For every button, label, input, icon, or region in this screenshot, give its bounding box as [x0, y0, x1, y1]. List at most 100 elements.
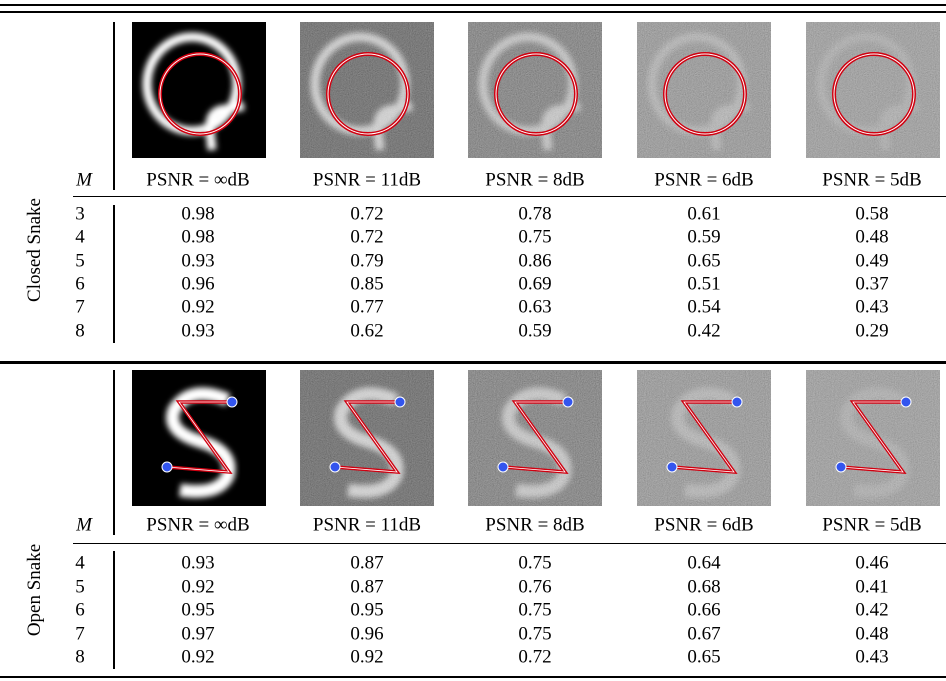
header-vline: [113, 22, 115, 190]
header-rule: [73, 543, 946, 544]
cell-value: 0.92: [350, 648, 383, 667]
cell-value: 0.65: [687, 251, 720, 270]
image-noise: [468, 22, 602, 158]
column-header: PSNR = 8dB: [485, 171, 584, 190]
row-m: 3: [75, 205, 85, 224]
cell-value: 0.87: [350, 554, 383, 573]
cell-value: 0.42: [855, 601, 888, 620]
cell-value: 0.85: [350, 274, 383, 293]
column-header: PSNR = 11dB: [313, 516, 421, 535]
endpoint: [395, 397, 405, 407]
snake-image: [300, 370, 434, 506]
cell-value: 0.92: [181, 298, 214, 317]
data-vline: [113, 551, 115, 669]
section-rule: [0, 361, 946, 364]
cell-value: 0.96: [181, 274, 214, 293]
snake-image: [468, 370, 602, 506]
snake-image: [637, 22, 771, 158]
cell-value: 0.59: [687, 228, 720, 247]
cell-value: 0.77: [350, 298, 383, 317]
column-header: PSNR = ∞dB: [146, 171, 249, 190]
cell-value: 0.93: [181, 321, 214, 340]
column-header: PSNR = 6dB: [654, 171, 753, 190]
section-rule: [0, 676, 946, 678]
endpoint: [330, 462, 340, 472]
top-rule: [0, 11, 946, 13]
image-background: [132, 22, 266, 158]
header-rule: [73, 196, 946, 197]
cell-value: 0.66: [687, 601, 720, 620]
cell-value: 0.79: [350, 251, 383, 270]
cell-value: 0.49: [855, 251, 888, 270]
cell-value: 0.86: [518, 251, 551, 270]
row-m: 7: [75, 298, 85, 317]
snake-image: [300, 22, 434, 158]
row-m: 5: [75, 251, 85, 270]
cell-value: 0.92: [181, 577, 214, 596]
cell-value: 0.63: [518, 298, 551, 317]
cell-value: 0.64: [687, 554, 720, 573]
cell-value: 0.42: [687, 321, 720, 340]
row-m: 6: [75, 601, 85, 620]
cell-value: 0.76: [518, 577, 551, 596]
snake-image: [468, 22, 602, 158]
endpoint: [667, 462, 677, 472]
image-noise: [300, 22, 434, 158]
cell-value: 0.59: [518, 321, 551, 340]
snake-image: [132, 22, 266, 158]
cell-value: 0.78: [518, 205, 551, 224]
row-m: 7: [75, 624, 85, 643]
cell-value: 0.48: [855, 624, 888, 643]
column-header: PSNR = 5dB: [822, 516, 921, 535]
snake-image: [132, 370, 266, 506]
snake-image: [806, 370, 940, 506]
cell-value: 0.72: [350, 228, 383, 247]
column-header: PSNR = 8dB: [485, 516, 584, 535]
cell-value: 0.75: [518, 554, 551, 573]
data-vline: [113, 205, 115, 343]
m-header: M: [76, 516, 92, 535]
column-header: PSNR = 6dB: [654, 516, 753, 535]
snake-image: [637, 370, 771, 506]
column-header: PSNR = ∞dB: [146, 516, 249, 535]
cell-value: 0.41: [855, 577, 888, 596]
endpoint: [227, 397, 237, 407]
cell-value: 0.46: [855, 554, 888, 573]
cell-value: 0.58: [855, 205, 888, 224]
row-m: 5: [75, 577, 85, 596]
cell-value: 0.75: [518, 624, 551, 643]
image-noise: [806, 22, 940, 158]
cell-value: 0.68: [687, 577, 720, 596]
image-noise: [637, 22, 771, 158]
cell-value: 0.48: [855, 228, 888, 247]
cell-value: 0.98: [181, 205, 214, 224]
cell-value: 0.95: [181, 601, 214, 620]
cell-value: 0.92: [181, 648, 214, 667]
snake-image: [806, 22, 940, 158]
cell-value: 0.96: [350, 624, 383, 643]
endpoint: [162, 462, 172, 472]
cell-value: 0.43: [855, 298, 888, 317]
cell-value: 0.62: [350, 321, 383, 340]
cell-value: 0.98: [181, 228, 214, 247]
cell-value: 0.75: [518, 601, 551, 620]
endpoint: [498, 462, 508, 472]
top-rule: [0, 4, 946, 6]
endpoint: [563, 397, 573, 407]
row-m: 8: [75, 321, 85, 340]
section-label: Open Snake: [24, 544, 46, 636]
column-header: PSNR = 11dB: [313, 171, 421, 190]
cell-value: 0.95: [350, 601, 383, 620]
cell-value: 0.72: [350, 205, 383, 224]
cell-value: 0.37: [855, 274, 888, 293]
cell-value: 0.93: [181, 251, 214, 270]
cell-value: 0.67: [687, 624, 720, 643]
cell-value: 0.97: [181, 624, 214, 643]
row-m: 8: [75, 648, 85, 667]
section-label: Closed Snake: [24, 198, 46, 302]
cell-value: 0.61: [687, 205, 720, 224]
cell-value: 0.87: [350, 577, 383, 596]
endpoint: [901, 397, 911, 407]
column-header: PSNR = 5dB: [822, 171, 921, 190]
m-header: M: [76, 171, 92, 190]
